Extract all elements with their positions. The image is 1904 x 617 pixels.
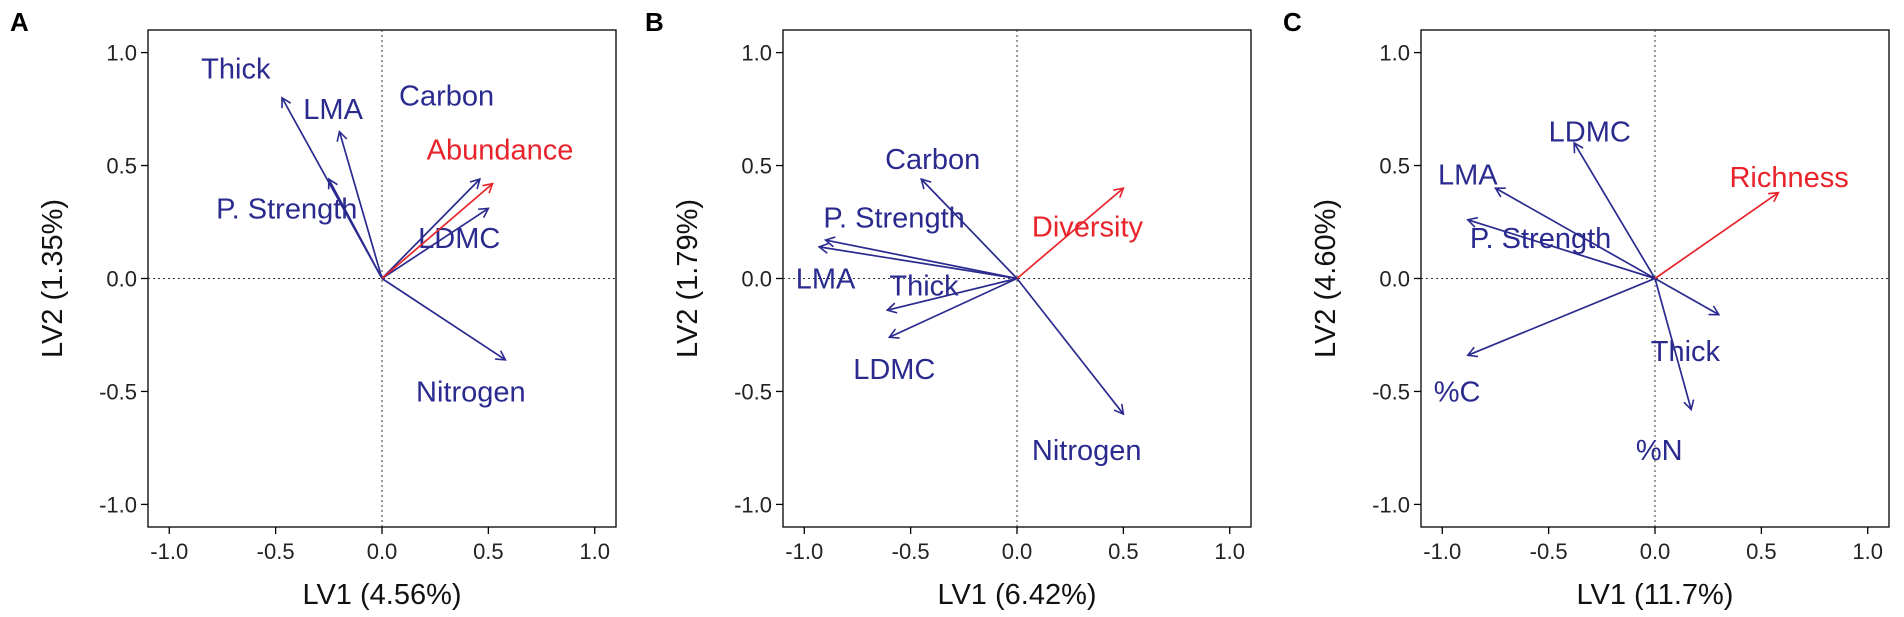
- panel-b-label-nitrogen: Nitrogen: [1032, 435, 1142, 467]
- panel-c-vector-ldmc: [1573, 141, 1656, 279]
- panel-a-label-lma: LMA: [303, 94, 363, 126]
- panel-c-vector-p-strength: [1466, 216, 1656, 280]
- panel-c-x-axis-title: LV1 (11.7%): [1577, 579, 1734, 611]
- panel-b-y-tick-label: 0.0: [741, 267, 772, 292]
- panel-c-plot: -1.0 -0.5 0.0 0.5 1.0 -1.0 -0.5 0.0 0.5 1.0 LV1 (1…: [1310, 29, 1890, 611]
- panel-a-vector-nitrogen: [381, 277, 507, 361]
- panel-b: B -1.0 -0.5 0.0 0.5 1.0 -1.0 -0.5 0.0 0.5 1.0 LV1 …: [645, 7, 1252, 611]
- panel-a-vector-abundance: [381, 182, 494, 280]
- panel-c-vector-pct-c: [1466, 277, 1656, 358]
- panel-c-x-tick-label: -1.0: [1423, 539, 1461, 564]
- panel-a-label-abundance: Abundance: [427, 135, 574, 167]
- panel-c-label-lma: LMA: [1438, 160, 1498, 192]
- panel-c-label-richness: Richness: [1729, 162, 1848, 194]
- panel-a-plot: -1.0 -0.5 0.0 0.5 1.0 -1.0 -0.5 0.0 0.5 1.0 LV1 (4…: [37, 29, 617, 611]
- panel-b-label-diversity: Diversity: [1032, 212, 1144, 244]
- panel-b-y-tick-label: 0.5: [741, 154, 772, 179]
- panel-b-plot: -1.0 -0.5 0.0 0.5 1.0 -1.0 -0.5 0.0 0.5 1.0 LV1 (6…: [672, 29, 1252, 611]
- panel-a-x-tick-label: 1.0: [579, 539, 610, 564]
- panel-b-x-tick-label: -0.5: [892, 539, 930, 564]
- panel-c-x-tick-label: -0.5: [1530, 539, 1568, 564]
- panel-a-vector-lma: [336, 130, 383, 279]
- panel-c-y-tick-label: 1.0: [1379, 41, 1410, 66]
- panel-c: C -1.0 -0.5 0.0 0.5 1.0 -1.0 -0.5 0.0 0.5 1.0 LV1 …: [1283, 7, 1890, 611]
- panel-b-vector-nitrogen: [1016, 277, 1125, 416]
- panel-a-label-p-strength: P. Strength: [216, 193, 357, 225]
- panel-c-y-tick-label: -1.0: [1372, 492, 1410, 517]
- panel-c-label-p-strength: P. Strength: [1470, 223, 1611, 255]
- panel-a-vector-p-strength: [327, 177, 383, 279]
- panel-a-y-tick-label: -0.5: [99, 379, 137, 404]
- panel-a-label-ldmc: LDMC: [418, 223, 500, 255]
- panel-c-y-tick-label: 0.0: [1379, 267, 1410, 292]
- panel-a-x-tick-label: 0.0: [367, 539, 398, 564]
- panel-c-label-thick: Thick: [1651, 336, 1721, 368]
- panel-a: A -1.0 -0.5 0.0 0.5 1.0 -1.0 -0.5 0.0 0.5 1.0 LV1 …: [10, 7, 617, 611]
- panel-c-y-axis-title: LV2 (4.60%): [1310, 199, 1342, 358]
- panel-b-vector-lma: [817, 242, 1018, 280]
- panel-a-label-carbon: Carbon: [399, 81, 494, 113]
- panel-b-x-tick-label: 0.0: [1002, 539, 1033, 564]
- panel-b-label-carbon: Carbon: [885, 144, 980, 176]
- panel-b-label-p-strength: P. Strength: [823, 203, 964, 235]
- panel-a-label-nitrogen: Nitrogen: [416, 376, 526, 408]
- panel-a-y-tick-label: 0.5: [106, 154, 137, 179]
- panel-c-label-pct-n: %N: [1636, 435, 1683, 467]
- panel-a-x-tick-label: -1.0: [150, 539, 188, 564]
- panel-a-label-thick: Thick: [201, 53, 271, 85]
- panel-b-vector-ldmc: [887, 277, 1018, 339]
- panel-b-label-lma: LMA: [796, 264, 856, 296]
- panel-b-label-thick: Thick: [889, 270, 959, 302]
- panel-b-y-axis-title: LV2 (1.79%): [672, 199, 704, 358]
- panel-c-vector-pct-n: [1654, 278, 1695, 412]
- panel-b-x-axis-title: LV1 (6.42%): [937, 579, 1096, 611]
- panel-c-vector-thick: [1654, 277, 1721, 316]
- panel-a-x-axis-title: LV1 (4.56%): [302, 579, 461, 611]
- panel-b-label-ldmc: LDMC: [853, 354, 935, 386]
- panel-b-y-tick-label: -0.5: [734, 379, 772, 404]
- panel-a-y-tick-label: -1.0: [99, 492, 137, 517]
- panel-c-vector-lma: [1494, 187, 1656, 280]
- panel-c-y-tick-label: -0.5: [1372, 379, 1410, 404]
- panel-b-vector-carbon: [920, 177, 1018, 280]
- panel-b-x-tick-label: -1.0: [785, 539, 823, 564]
- panel-b-x-tick-label: 1.0: [1214, 539, 1245, 564]
- panel-b-y-tick-label: -1.0: [734, 492, 772, 517]
- panel-b-vector-thick: [885, 277, 1018, 314]
- panel-c-y-tick-label: 0.5: [1379, 154, 1410, 179]
- panel-a-x-tick-label: -0.5: [257, 539, 295, 564]
- panel-b-vector-p-strength: [823, 236, 1018, 280]
- panel-c-x-tick-label: 0.5: [1746, 539, 1777, 564]
- panel-b-vector-diversity: [1016, 187, 1125, 280]
- panel-c-vector-richness: [1654, 191, 1780, 280]
- panel-a-vector-ldmc: [381, 207, 490, 280]
- panel-c-x-tick-label: 0.0: [1640, 539, 1671, 564]
- panel-b-letter: B: [645, 7, 664, 37]
- panel-a-y-axis-title: LV2 (1.35%): [37, 199, 69, 358]
- panel-a-y-tick-label: 1.0: [106, 41, 137, 66]
- panel-b-x-tick-label: 0.5: [1108, 539, 1139, 564]
- panel-a-vector-carbon: [381, 177, 482, 280]
- panel-c-x-tick-label: 1.0: [1852, 539, 1883, 564]
- panel-c-label-pct-c: %C: [1434, 376, 1481, 408]
- panel-a-x-tick-label: 0.5: [473, 539, 504, 564]
- panel-c-label-ldmc: LDMC: [1549, 117, 1631, 149]
- panel-b-y-tick-label: 1.0: [741, 41, 772, 66]
- panel-a-letter: A: [10, 7, 29, 37]
- panel-c-letter: C: [1283, 7, 1302, 37]
- panel-a-y-tick-label: 0.0: [106, 267, 137, 292]
